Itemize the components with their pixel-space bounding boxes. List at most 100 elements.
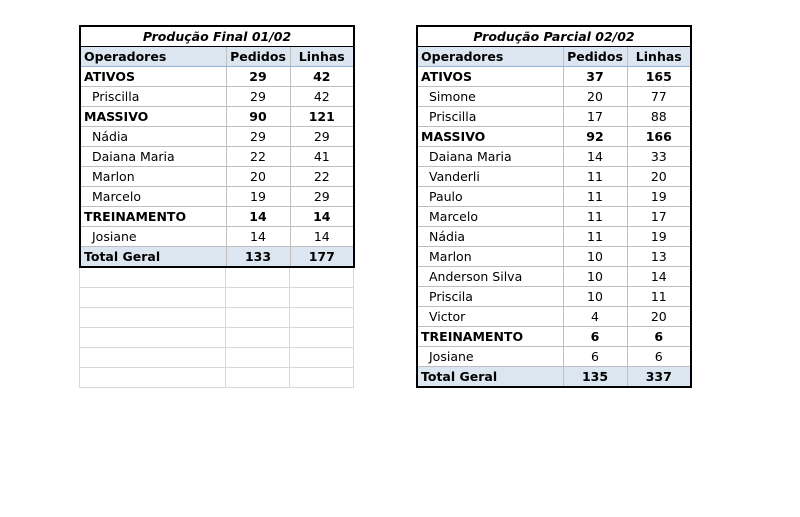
cell-linhas[interactable]: 77 (626, 86, 693, 107)
cell-pedidos[interactable]: 19 (225, 186, 291, 207)
cell-operador[interactable]: ATIVOS (79, 66, 227, 87)
cell-linhas[interactable]: 33 (626, 146, 693, 167)
cell-operador[interactable]: Nádia (79, 126, 227, 147)
cell-operador[interactable]: Marcelo (79, 186, 227, 207)
empty-cell[interactable] (289, 347, 354, 368)
cell-operador[interactable]: Nádia (416, 226, 564, 247)
cell-pedidos[interactable]: 20 (225, 166, 291, 187)
cell-operador[interactable]: Vanderli (416, 166, 564, 187)
cell-pedidos[interactable]: 10 (562, 286, 628, 307)
cell-pedidos[interactable]: 10 (562, 246, 628, 267)
cell-linhas[interactable]: 13 (626, 246, 693, 267)
cell-operador[interactable]: Paulo (416, 186, 564, 207)
column-header-pedidos[interactable]: Pedidos (225, 46, 291, 67)
empty-cell[interactable] (79, 327, 226, 348)
cell-operador[interactable]: ATIVOS (416, 66, 564, 87)
cell-linhas[interactable]: 17 (626, 206, 693, 227)
cell-operador[interactable]: Anderson Silva (416, 266, 564, 287)
cell-pedidos[interactable]: 37 (562, 66, 628, 87)
empty-cell[interactable] (225, 347, 290, 368)
empty-cell[interactable] (79, 267, 226, 288)
cell-linhas[interactable]: 19 (626, 186, 693, 207)
cell-operador[interactable]: TREINAMENTO (416, 326, 564, 347)
cell-operador[interactable]: Marcelo (416, 206, 564, 227)
cell-pedidos[interactable]: 14 (225, 206, 291, 227)
cell-linhas[interactable]: 166 (626, 126, 693, 147)
cell-pedidos[interactable]: 22 (225, 146, 291, 167)
column-header-linhas[interactable]: Linhas (626, 46, 693, 67)
cell-linhas[interactable]: 6 (626, 326, 693, 347)
cell-operador[interactable]: TREINAMENTO (79, 206, 227, 227)
cell-pedidos[interactable]: 29 (225, 126, 291, 147)
cell-linhas[interactable]: 22 (289, 166, 356, 187)
column-header-pedidos[interactable]: Pedidos (562, 46, 628, 67)
cell-linhas[interactable]: 6 (626, 346, 693, 367)
column-header-linhas[interactable]: Linhas (289, 46, 356, 67)
cell-pedidos[interactable]: 6 (562, 346, 628, 367)
cell-linhas[interactable]: 19 (626, 226, 693, 247)
cell-linhas[interactable]: 29 (289, 186, 356, 207)
cell-operador[interactable]: Josiane (416, 346, 564, 367)
cell-operador[interactable]: Marlon (416, 246, 564, 267)
cell-linhas[interactable]: 14 (626, 266, 693, 287)
cell-total-linhas[interactable]: 177 (289, 246, 356, 268)
cell-linhas[interactable]: 41 (289, 146, 356, 167)
empty-cell[interactable] (289, 287, 354, 308)
cell-pedidos[interactable]: 17 (562, 106, 628, 127)
cell-pedidos[interactable]: 11 (562, 166, 628, 187)
cell-operador[interactable]: Simone (416, 86, 564, 107)
cell-pedidos[interactable]: 14 (225, 226, 291, 247)
cell-pedidos[interactable]: 29 (225, 86, 291, 107)
cell-total-linhas[interactable]: 337 (626, 366, 693, 388)
cell-linhas[interactable]: 14 (289, 226, 356, 247)
empty-cell[interactable] (79, 347, 226, 368)
cell-pedidos[interactable]: 4 (562, 306, 628, 327)
empty-cell[interactable] (225, 267, 290, 288)
cell-operador[interactable]: Priscilla (79, 86, 227, 107)
empty-cell[interactable] (289, 267, 354, 288)
table-title[interactable]: Produção Final 01/02 (78, 25, 356, 47)
cell-operador[interactable]: Marlon (79, 166, 227, 187)
table-title[interactable]: Produção Parcial 02/02 (415, 25, 693, 47)
cell-pedidos[interactable]: 20 (562, 86, 628, 107)
cell-operador[interactable]: Daiana Maria (79, 146, 227, 167)
empty-cell[interactable] (289, 307, 354, 328)
empty-cell[interactable] (225, 287, 290, 308)
cell-linhas[interactable]: 11 (626, 286, 693, 307)
cell-operador[interactable]: MASSIVO (416, 126, 564, 147)
column-header-operadores[interactable]: Operadores (79, 46, 227, 67)
cell-pedidos[interactable]: 90 (225, 106, 291, 127)
cell-linhas[interactable]: 88 (626, 106, 693, 127)
cell-operador[interactable]: Victor (416, 306, 564, 327)
empty-cell[interactable] (79, 287, 226, 308)
cell-pedidos[interactable]: 11 (562, 206, 628, 227)
cell-operador[interactable]: Priscilla (416, 106, 564, 127)
cell-linhas[interactable]: 29 (289, 126, 356, 147)
empty-cell[interactable] (225, 367, 290, 388)
cell-operador[interactable]: Priscila (416, 286, 564, 307)
empty-cell[interactable] (289, 327, 354, 348)
cell-operador[interactable]: Daiana Maria (416, 146, 564, 167)
empty-cell[interactable] (289, 367, 354, 388)
cell-total-label[interactable]: Total Geral (416, 366, 564, 388)
column-header-operadores[interactable]: Operadores (416, 46, 564, 67)
cell-pedidos[interactable]: 10 (562, 266, 628, 287)
empty-cell[interactable] (79, 367, 226, 388)
cell-pedidos[interactable]: 6 (562, 326, 628, 347)
cell-pedidos[interactable]: 92 (562, 126, 628, 147)
empty-cell[interactable] (79, 307, 226, 328)
cell-linhas[interactable]: 42 (289, 86, 356, 107)
cell-linhas[interactable]: 121 (289, 106, 356, 127)
cell-pedidos[interactable]: 14 (562, 146, 628, 167)
cell-pedidos[interactable]: 11 (562, 186, 628, 207)
cell-linhas[interactable]: 42 (289, 66, 356, 87)
empty-cell[interactable] (225, 307, 290, 328)
cell-total-pedidos[interactable]: 135 (562, 366, 628, 388)
cell-linhas[interactable]: 165 (626, 66, 693, 87)
cell-linhas[interactable]: 20 (626, 306, 693, 327)
cell-pedidos[interactable]: 11 (562, 226, 628, 247)
cell-operador[interactable]: MASSIVO (79, 106, 227, 127)
cell-linhas[interactable]: 14 (289, 206, 356, 227)
cell-total-pedidos[interactable]: 133 (225, 246, 291, 268)
cell-pedidos[interactable]: 29 (225, 66, 291, 87)
